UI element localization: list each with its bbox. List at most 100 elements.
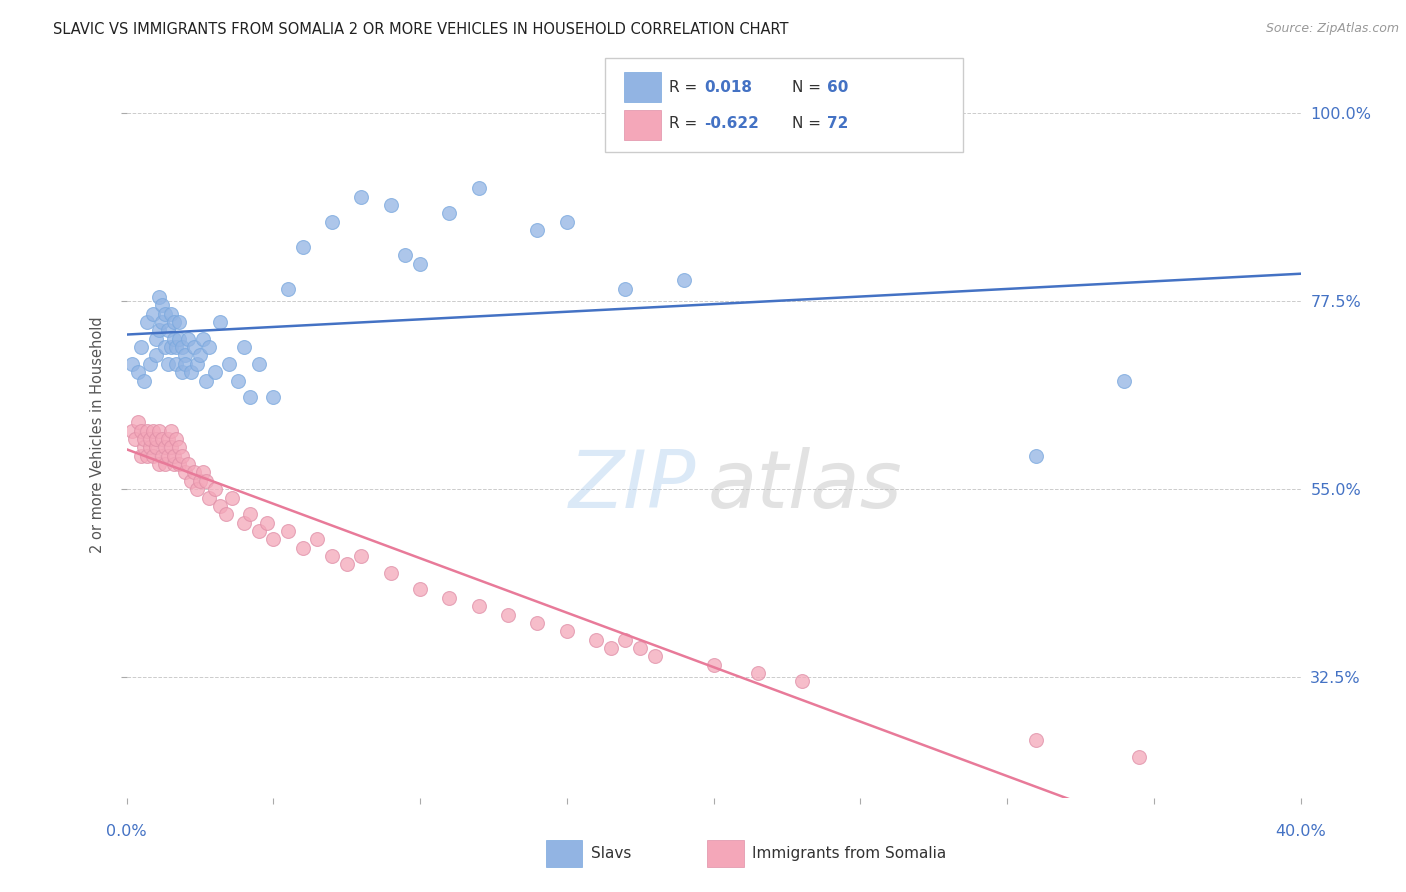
Text: Source: ZipAtlas.com: Source: ZipAtlas.com — [1265, 22, 1399, 36]
Point — [239, 507, 262, 521]
Point — [177, 457, 200, 471]
Point — [159, 424, 181, 438]
Point — [145, 432, 167, 446]
Point — [394, 248, 416, 262]
Point — [350, 549, 373, 563]
Point — [148, 457, 170, 471]
Point — [183, 466, 205, 480]
Point — [467, 599, 489, 614]
Point — [409, 582, 432, 597]
Point — [1128, 749, 1150, 764]
Y-axis label: 2 or more Vehicles in Household: 2 or more Vehicles in Household — [90, 317, 105, 553]
Point — [439, 206, 461, 220]
Point — [555, 624, 578, 639]
Point — [233, 340, 256, 354]
Point — [209, 499, 232, 513]
Point — [169, 332, 191, 346]
Point — [145, 349, 167, 363]
Point — [180, 365, 202, 379]
Point — [321, 215, 343, 229]
Point — [172, 449, 194, 463]
Text: Slavs: Slavs — [591, 847, 631, 861]
Point — [153, 457, 176, 471]
Point — [204, 482, 226, 496]
Point — [162, 332, 184, 346]
Point — [153, 307, 176, 321]
Point — [162, 315, 184, 329]
Point — [628, 640, 651, 655]
Point — [1025, 732, 1047, 747]
Text: SLAVIC VS IMMIGRANTS FROM SOMALIA 2 OR MORE VEHICLES IN HOUSEHOLD CORRELATION CH: SLAVIC VS IMMIGRANTS FROM SOMALIA 2 OR M… — [53, 22, 789, 37]
Point — [150, 315, 173, 329]
Text: N =: N = — [792, 80, 821, 95]
Point — [148, 290, 170, 304]
Point — [153, 340, 176, 354]
Point — [673, 273, 696, 287]
Point — [186, 357, 208, 371]
Text: 0.0%: 0.0% — [107, 824, 146, 838]
Text: R =: R = — [669, 80, 697, 95]
Point — [209, 315, 232, 329]
Text: Immigrants from Somalia: Immigrants from Somalia — [752, 847, 946, 861]
Point — [221, 491, 243, 505]
Point — [129, 340, 152, 354]
Point — [1114, 374, 1136, 388]
Point — [165, 357, 187, 371]
Text: 40.0%: 40.0% — [1275, 824, 1326, 838]
Point — [127, 415, 149, 429]
Point — [142, 449, 165, 463]
Point — [174, 357, 197, 371]
Point — [262, 390, 284, 404]
Point — [191, 332, 214, 346]
Text: atlas: atlas — [707, 447, 903, 524]
Point — [409, 256, 432, 270]
Point — [262, 533, 284, 547]
Text: 60: 60 — [827, 80, 848, 95]
Point — [139, 432, 162, 446]
Text: ZIP: ZIP — [568, 447, 696, 524]
Point — [188, 474, 211, 488]
Point — [526, 615, 548, 630]
Point — [194, 474, 217, 488]
Point — [239, 390, 262, 404]
Point — [129, 424, 152, 438]
Point — [291, 541, 314, 555]
Point — [350, 190, 373, 204]
Point — [156, 357, 179, 371]
Point — [585, 632, 607, 647]
Text: 72: 72 — [827, 116, 848, 131]
Point — [247, 524, 270, 538]
Point — [218, 357, 240, 371]
Point — [165, 340, 187, 354]
Point — [614, 282, 637, 296]
Point — [150, 432, 173, 446]
Point — [139, 441, 162, 455]
Point — [156, 323, 179, 337]
Point — [148, 323, 170, 337]
Text: -0.622: -0.622 — [704, 116, 759, 131]
Point — [226, 374, 249, 388]
Point — [172, 340, 194, 354]
Point — [153, 441, 176, 455]
Point — [127, 365, 149, 379]
Point — [614, 632, 637, 647]
Point — [169, 457, 191, 471]
Point — [162, 457, 184, 471]
Point — [129, 449, 152, 463]
Text: R =: R = — [669, 116, 697, 131]
Point — [380, 566, 402, 580]
Text: 0.018: 0.018 — [704, 80, 752, 95]
Text: N =: N = — [792, 116, 821, 131]
Point — [197, 340, 219, 354]
Point — [467, 181, 489, 195]
Point — [307, 533, 329, 547]
Point — [136, 315, 159, 329]
Point — [159, 441, 181, 455]
Point — [191, 466, 214, 480]
Point — [194, 374, 217, 388]
Point — [148, 424, 170, 438]
Point — [169, 441, 191, 455]
Point — [150, 298, 173, 312]
Point — [159, 340, 181, 354]
Point — [291, 240, 314, 254]
